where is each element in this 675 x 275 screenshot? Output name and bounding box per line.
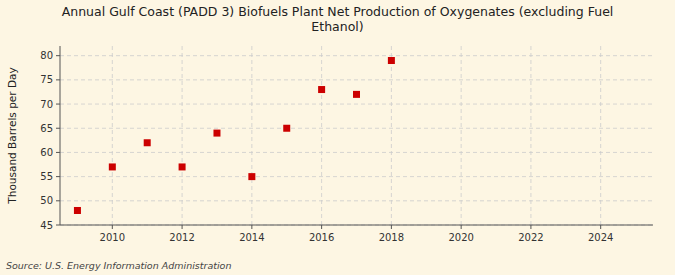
y-axis-label: Thousand Barrels per Day — [6, 67, 18, 204]
tick-x — [112, 225, 113, 229]
tick-y — [56, 200, 60, 201]
point — [353, 91, 360, 98]
grid-line-x — [461, 46, 462, 225]
title-line: Ethanol) — [311, 19, 363, 34]
tick-x — [251, 225, 252, 229]
tick-label-y: 55 — [40, 171, 53, 182]
grid-line-y — [60, 55, 653, 56]
tick-label-x: 2014 — [239, 232, 264, 243]
tick-y — [56, 152, 60, 153]
tick-label-y: 45 — [40, 220, 53, 231]
grid — [60, 46, 653, 225]
tick-x — [461, 225, 462, 229]
points — [74, 57, 395, 214]
grid-line-y — [60, 128, 653, 129]
point — [388, 57, 395, 64]
point — [179, 163, 186, 170]
tick-label-y: 60 — [40, 147, 53, 158]
chart-container: Annual Gulf Coast (PADD 3) Biofuels Plan… — [0, 0, 675, 275]
grid-line-y — [60, 104, 653, 105]
tick-x — [321, 225, 322, 229]
grid-line-x — [391, 46, 392, 225]
tick-label-x: 2010 — [100, 232, 125, 243]
grid-line-x — [321, 46, 322, 225]
point — [318, 86, 325, 93]
tick-label-x: 2018 — [379, 232, 404, 243]
tick-x — [182, 225, 183, 229]
grid-line-y — [60, 225, 653, 226]
chart-svg: Annual Gulf Coast (PADD 3) Biofuels Plan… — [0, 0, 675, 275]
tick-x — [600, 225, 601, 229]
grid-line-x — [600, 46, 601, 225]
grid-line-y — [60, 200, 653, 201]
tick-label-x: 2022 — [518, 232, 543, 243]
axes: 45 50 55 60 65 70 75 80 2010 2012 2014 2016 2018 2020… — [40, 46, 653, 243]
tick-label-x: 2024 — [588, 232, 613, 243]
tick-y — [56, 104, 60, 105]
tick-label-y: 75 — [40, 74, 53, 85]
tick-label-x: 2016 — [309, 232, 334, 243]
tick-x — [530, 225, 531, 229]
source-note: Source: U.S. Energy Information Administ… — [6, 260, 231, 271]
point — [109, 163, 116, 170]
tick-x — [391, 225, 392, 229]
title: Annual Gulf Coast (PADD 3) Biofuels Plan… — [62, 4, 614, 34]
grid-line-x — [112, 46, 113, 225]
point — [144, 139, 151, 146]
tick-y — [56, 55, 60, 56]
tick-label-y: 50 — [40, 195, 53, 206]
point — [74, 207, 81, 214]
tick-label-x: 2012 — [169, 232, 194, 243]
tick-label-y: 70 — [40, 99, 53, 110]
axis-line-y — [60, 46, 61, 225]
tick-label-y: 65 — [40, 123, 53, 134]
tick-label-x: 2020 — [448, 232, 473, 243]
point — [283, 125, 290, 132]
grid-line-x — [182, 46, 183, 225]
grid-line-x — [530, 46, 531, 225]
point — [213, 130, 220, 137]
axis-line-x — [60, 225, 653, 226]
point — [248, 173, 255, 180]
tick-label-y: 80 — [40, 50, 53, 61]
grid-line-y — [60, 79, 653, 80]
title-line: Annual Gulf Coast (PADD 3) Biofuels Plan… — [62, 4, 614, 19]
grid-line-x — [251, 46, 252, 225]
tick-y — [56, 79, 60, 80]
grid-line-y — [60, 176, 653, 177]
tick-y — [56, 225, 60, 226]
grid-line-y — [60, 152, 653, 153]
tick-y — [56, 176, 60, 177]
tick-y — [56, 128, 60, 129]
